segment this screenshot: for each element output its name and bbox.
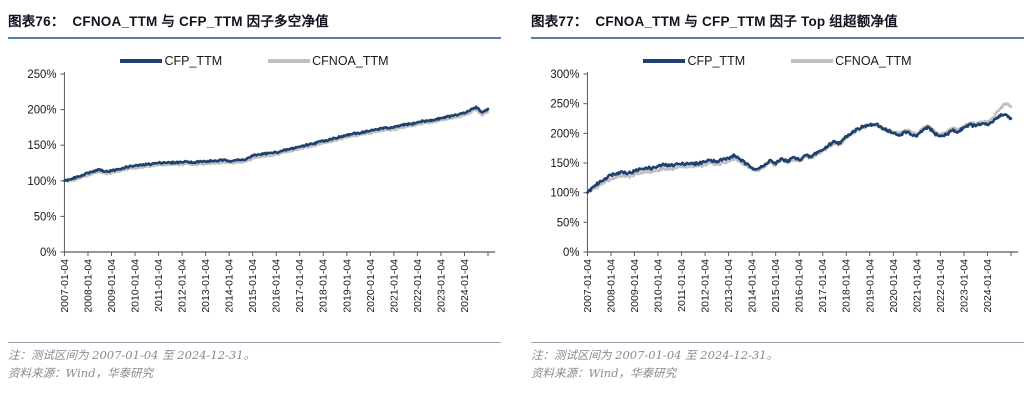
legend-label: CFNOA_TTM [312,54,389,68]
svg-text:2023-01-04: 2023-01-04 [959,259,970,313]
figure-title: 图表76： CFNOA_TTM 与 CFP_TTM 因子多空净值 [8,6,501,39]
svg-text:2010-01-04: 2010-01-04 [131,259,142,313]
svg-text:2013-01-04: 2013-01-04 [724,259,735,313]
svg-text:200%: 200% [550,128,579,140]
legend-label: CFP_TTM [164,54,223,68]
svg-text:2018-01-04: 2018-01-04 [842,259,853,313]
svg-text:50%: 50% [557,217,580,229]
svg-text:250%: 250% [550,99,579,111]
svg-text:2008-01-04: 2008-01-04 [83,259,94,313]
legend-label: CFP_TTM [687,54,746,68]
svg-text:2009-01-04: 2009-01-04 [630,259,641,313]
svg-text:150%: 150% [550,158,579,170]
legend-item-cfnoa-ttm: CFNOA_TTM [268,54,389,68]
legend-item-cfp-ttm: CFP_TTM [120,54,222,68]
divider [8,342,501,343]
legend-label: CFNOA_TTM [835,54,912,68]
svg-text:0%: 0% [563,247,579,259]
legend-line-swatch [643,59,686,63]
svg-text:2013-01-04: 2013-01-04 [201,259,212,313]
svg-text:2020-01-04: 2020-01-04 [366,259,377,313]
legend-line-swatch [268,59,311,63]
svg-text:2024-01-04: 2024-01-04 [983,259,994,313]
svg-text:300%: 300% [550,69,579,81]
chart-legend: CFP_TTM CFNOA_TTM [531,53,1024,69]
source-text: 资料来源：Wind，华泰研究 [531,366,677,380]
svg-text:2024-01-04: 2024-01-04 [460,259,471,313]
svg-text:2010-01-04: 2010-01-04 [654,259,665,313]
svg-text:2019-01-04: 2019-01-04 [865,259,876,313]
svg-text:2018-01-04: 2018-01-04 [319,259,330,313]
divider [531,342,1024,343]
svg-text:2017-01-04: 2017-01-04 [295,259,306,313]
svg-text:250%: 250% [27,69,56,81]
svg-text:2015-01-04: 2015-01-04 [248,259,259,313]
svg-text:2007-01-04: 2007-01-04 [60,259,71,313]
svg-text:2015-01-04: 2015-01-04 [771,259,782,313]
source-text: 资料来源：Wind，华泰研究 [8,366,154,380]
svg-text:50%: 50% [34,211,57,223]
svg-text:2012-01-04: 2012-01-04 [701,259,712,313]
svg-text:2008-01-04: 2008-01-04 [606,259,617,313]
chart-legend: CFP_TTM CFNOA_TTM [8,53,501,69]
legend-item-cfnoa-ttm: CFNOA_TTM [791,54,912,68]
svg-text:2011-01-04: 2011-01-04 [677,259,688,312]
svg-text:2012-01-04: 2012-01-04 [178,259,189,313]
note-text: 注：测试区间为 2007-01-04 至 2024-12-31。 [531,348,779,362]
svg-text:2023-01-04: 2023-01-04 [436,259,447,313]
svg-text:200%: 200% [27,105,56,117]
figure-panel-77: 图表77： CFNOA_TTM 与 CFP_TTM 因子 Top 组超额净值 C… [531,6,1024,382]
svg-text:100%: 100% [27,176,56,188]
svg-text:2022-01-04: 2022-01-04 [413,259,424,313]
svg-text:2014-01-04: 2014-01-04 [225,259,236,313]
svg-text:150%: 150% [27,140,56,152]
svg-text:2021-01-04: 2021-01-04 [912,259,923,313]
svg-text:2021-01-04: 2021-01-04 [389,259,400,313]
svg-text:2011-01-04: 2011-01-04 [154,259,165,312]
svg-text:2007-01-04: 2007-01-04 [583,259,594,313]
svg-text:2019-01-04: 2019-01-04 [342,259,353,313]
svg-text:2016-01-04: 2016-01-04 [795,259,806,313]
svg-text:2016-01-04: 2016-01-04 [272,259,283,313]
figure-panel-76: 图表76： CFNOA_TTM 与 CFP_TTM 因子多空净值 CFP_TTM… [8,6,501,382]
line-chart-long-short: 0% 50% 100% 150% 200% 250% 2007-01-04 2008-01-0… [27,69,496,313]
svg-text:2017-01-04: 2017-01-04 [818,259,829,313]
svg-text:2014-01-04: 2014-01-04 [748,259,759,313]
note-text: 注：测试区间为 2007-01-04 至 2024-12-31。 [8,348,256,362]
svg-text:0%: 0% [40,247,56,259]
svg-text:2022-01-04: 2022-01-04 [936,259,947,313]
svg-text:100%: 100% [550,188,579,200]
figure-title: 图表77： CFNOA_TTM 与 CFP_TTM 因子 Top 组超额净值 [531,6,1024,39]
legend-line-swatch [120,59,163,63]
line-chart-top-excess: 0% 50% 100% 150% 200% 250% 300% 2007-01-04 2008-… [550,69,1019,313]
svg-text:2009-01-04: 2009-01-04 [107,259,118,313]
legend-line-swatch [791,59,834,63]
svg-text:2020-01-04: 2020-01-04 [889,259,900,313]
report-figures-row: 图表76： CFNOA_TTM 与 CFP_TTM 因子多空净值 CFP_TTM… [8,6,1024,382]
legend-item-cfp-ttm: CFP_TTM [643,54,745,68]
